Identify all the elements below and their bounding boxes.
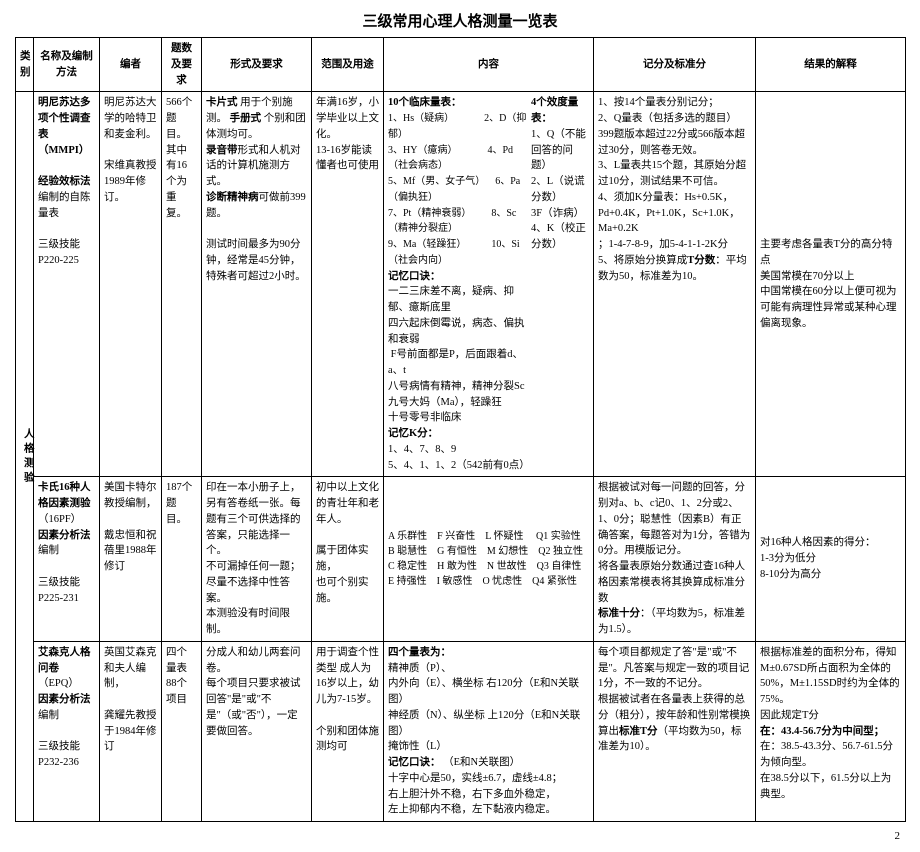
scoring-cell: 1、按14个量表分别记分； 2、Q量表（包括多选的题目）399题版本超过22分或… bbox=[594, 92, 756, 477]
author-cell: 英国艾森克和夫人编制， 龚耀先教授于1984年修订 bbox=[100, 641, 162, 821]
main-table: 类别 名称及编制方法 编者 题数及要求 形式及要求 范围及用途 内容 记分及标准… bbox=[15, 37, 906, 822]
th-category: 类别 bbox=[16, 38, 34, 92]
interpret-cell: 主要考虑各量表T分的高分特点 美国常模在70分以上 中国常模在60分以上便可视为… bbox=[756, 92, 906, 477]
form-cell: 卡片式 用于个别施测。 手册式 个别和团体测均可。 录音带形式和人机对话的计算机… bbox=[202, 92, 312, 477]
th-interpret: 结果的解释 bbox=[756, 38, 906, 92]
name-cell: 艾森克人格问卷（EPQ） 因素分析法编制 三级技能P232-236 bbox=[34, 641, 100, 821]
scoring-cell: 根据被试对每一问题的回答，分别对a、b、c记0、1、2分或2、1、0分；聪慧性（… bbox=[594, 477, 756, 642]
form-cell: 印在一本小册子上，另有答卷纸一张。每题有三个可供选择的答案，只能选择一个。 不可… bbox=[202, 477, 312, 642]
interpret-cell: 根据标准差的面积分布，得知M±0.67SD所占面积为全体的50%，M±1.15S… bbox=[756, 641, 906, 821]
th-content: 内容 bbox=[384, 38, 594, 92]
scope-cell: 用于调查个性类型 成人为16岁以上，幼儿为7-15岁。 个别和团体施测均可 bbox=[312, 641, 384, 821]
category-cell: 人格测验 bbox=[16, 92, 34, 822]
table-row: 卡氏16种人格因素测验（16PF） 因素分析法编制 三级技能P225-231 美… bbox=[16, 477, 906, 642]
table-row: 艾森克人格问卷（EPQ） 因素分析法编制 三级技能P232-236 英国艾森克和… bbox=[16, 641, 906, 821]
th-name: 名称及编制方法 bbox=[34, 38, 100, 92]
author-cell: 美国卡特尔教授编制， 戴忠恒和祝蓓里1988年修订 bbox=[100, 477, 162, 642]
table-row: 人格测验 明尼苏达多项个性调查表（MMPI） 经验效标法编制的自陈量表 三级技能… bbox=[16, 92, 906, 477]
th-scoring: 记分及标准分 bbox=[594, 38, 756, 92]
page-title: 三级常用心理人格测量一览表 bbox=[15, 10, 905, 31]
form-cell: 分成人和幼儿两套问卷。 每个项目只要求被试回答"是"或"不是"（或"否"），一定… bbox=[202, 641, 312, 821]
scoring-cell: 每个项目都规定了答"是"或"不是"。凡答案与规定一致的项目记1分，不一致的不记分… bbox=[594, 641, 756, 821]
name-cell: 明尼苏达多项个性调查表（MMPI） 经验效标法编制的自陈量表 三级技能P220-… bbox=[34, 92, 100, 477]
content-cell: 四个量表为： 精神质（P）、 内外向（E）、横坐标 右120分（E和N关联图） … bbox=[384, 641, 594, 821]
page-number: 2 bbox=[15, 830, 905, 842]
th-scope: 范围及用途 bbox=[312, 38, 384, 92]
name-cell: 卡氏16种人格因素测验（16PF） 因素分析法编制 三级技能P225-231 bbox=[34, 477, 100, 642]
items-cell: 187个题目。 bbox=[162, 477, 202, 642]
scope-cell: 初中以上文化的青壮年和老年人。 属于团体实施， 也可个别实施。 bbox=[312, 477, 384, 642]
interpret-cell: 对16种人格因素的得分： 1-3分为低分 8-10分为高分 bbox=[756, 477, 906, 642]
author-cell: 明尼苏达大学的哈特卫和麦金利。 宋维真教授1989年修订。 bbox=[100, 92, 162, 477]
th-items: 题数及要求 bbox=[162, 38, 202, 92]
th-form: 形式及要求 bbox=[202, 38, 312, 92]
content-cell: 10个临床量表： 1、Hs（疑病） 2、D（抑郁） 3、HY（癔病） 4、Pd（… bbox=[384, 92, 594, 477]
th-author: 编者 bbox=[100, 38, 162, 92]
scope-cell: 年满16岁，小学毕业以上文化。 13-16岁能读懂者也可使用 bbox=[312, 92, 384, 477]
content-cell: A 乐群性 F 兴奋性 L 怀疑性 Q1 实验性 B 聪慧性 G 有恒性 M 幻… bbox=[384, 477, 594, 642]
category-label: 人格测验 bbox=[20, 428, 36, 486]
items-cell: 四个量表88个项目 bbox=[162, 641, 202, 821]
items-cell: 566个题目。其中有16个为重复。 bbox=[162, 92, 202, 477]
